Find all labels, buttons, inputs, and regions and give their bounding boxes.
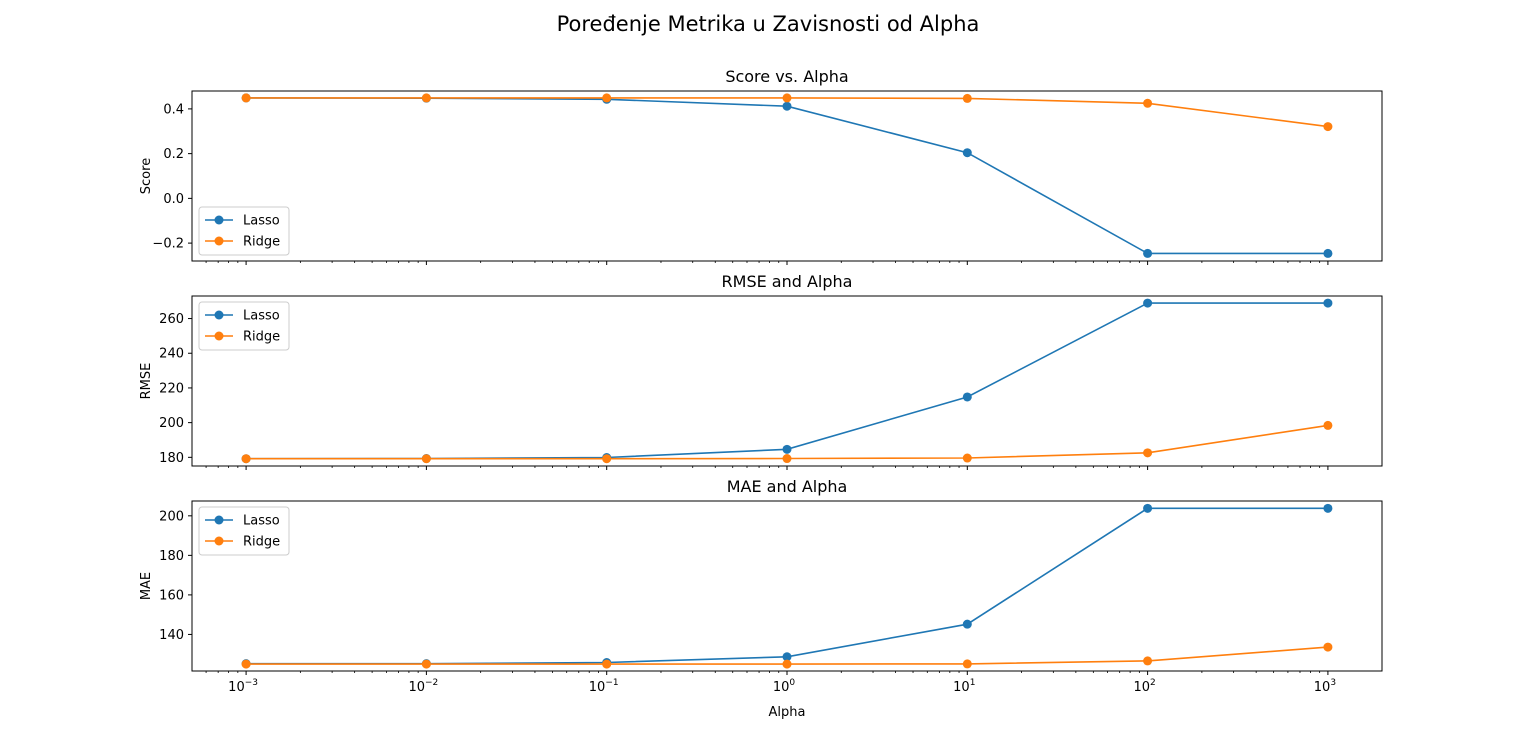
x-tick-label-base: 10 — [408, 680, 425, 695]
legend-marker-ridge — [214, 236, 224, 246]
x-tick-label: 103 — [1314, 678, 1336, 695]
y-tick-label: 0.4 — [163, 102, 184, 117]
x-tick-label-exponent: 0 — [789, 678, 795, 688]
y-tick-label: 180 — [159, 549, 184, 564]
x-tick-label-base: 10 — [228, 680, 245, 695]
data-point-lasso — [1143, 248, 1153, 258]
legend: Lasso Ridge — [198, 301, 290, 351]
data-point-lasso — [782, 652, 792, 662]
data-point-ridge — [1323, 642, 1333, 652]
legend: Lasso Ridge — [198, 506, 290, 556]
data-point-lasso — [962, 619, 972, 629]
x-tick-label: 10−1 — [589, 678, 619, 695]
x-tick-label-base: 10 — [953, 680, 970, 695]
data-point-ridge — [782, 93, 792, 103]
legend: Lasso Ridge — [198, 206, 290, 256]
data-point-ridge — [421, 93, 431, 103]
y-tick-label: 240 — [159, 347, 184, 362]
legend-marker-ridge — [214, 331, 224, 341]
x-tick-label-exponent: 3 — [1330, 678, 1336, 688]
data-point-ridge — [1143, 98, 1153, 108]
y-tick-label: 200 — [159, 509, 184, 524]
data-point-lasso — [1323, 298, 1333, 308]
y-tick-label: 180 — [159, 451, 184, 466]
data-point-ridge — [602, 659, 612, 669]
subplot-title: Score vs. Alpha — [725, 67, 848, 86]
legend-label: Lasso — [243, 514, 280, 529]
x-tick-label-base: 10 — [589, 680, 606, 695]
subplot-1: Score vs. Alpha Score −0.2 0.0 0.2 0.4 Lasso Ri… — [139, 67, 1383, 265]
data-point-ridge — [962, 453, 972, 463]
y-tick-label: 160 — [159, 588, 184, 603]
x-tick-label-base: 10 — [773, 680, 790, 695]
data-point-ridge — [1143, 448, 1153, 458]
legend-label: Ridge — [243, 535, 280, 550]
legend-label: Ridge — [243, 235, 280, 250]
data-point-ridge — [1143, 656, 1153, 666]
x-tick-label: 10−3 — [228, 678, 258, 695]
legend-marker-ridge — [214, 536, 224, 546]
y-tick-label: 260 — [159, 312, 184, 327]
data-point-lasso — [1143, 503, 1153, 513]
subplot-title: MAE and Alpha — [727, 477, 848, 496]
data-point-lasso — [782, 101, 792, 111]
data-point-ridge — [421, 659, 431, 669]
data-point-lasso — [1143, 298, 1153, 308]
legend-label: Lasso — [243, 214, 280, 229]
data-point-ridge — [602, 93, 612, 103]
data-point-lasso — [1323, 503, 1333, 513]
x-tick-label-exponent: −2 — [425, 678, 438, 688]
data-point-ridge — [241, 659, 251, 669]
subplot-title: RMSE and Alpha — [722, 272, 853, 291]
data-point-ridge — [421, 454, 431, 464]
y-axis-label: RMSE — [139, 363, 154, 400]
legend-marker-lasso — [214, 515, 224, 525]
y-axis-label: MAE — [139, 572, 154, 600]
data-point-lasso — [962, 148, 972, 158]
x-tick-label: 10−2 — [408, 678, 438, 695]
x-tick-label-exponent: −1 — [605, 678, 618, 688]
data-point-ridge — [782, 454, 792, 464]
x-tick-label-exponent: 1 — [970, 678, 976, 688]
figure-title: Poređenje Metrika u Zavisnosti od Alpha — [557, 12, 980, 36]
y-tick-label: −0.2 — [152, 237, 184, 252]
panels: Score vs. Alpha Score −0.2 0.0 0.2 0.4 Lasso Ri… — [139, 67, 1383, 695]
series-ridge — [241, 93, 1333, 132]
y-tick-label: 0.0 — [163, 192, 184, 207]
x-tick-label-base: 10 — [1133, 680, 1150, 695]
x-tick-label-base: 10 — [1314, 680, 1331, 695]
y-tick-label: 0.2 — [163, 147, 184, 162]
legend-label: Ridge — [243, 330, 280, 345]
subplot-2: RMSE and Alpha RMSE 180 200 220 240 260 Lasso Ri… — [139, 272, 1383, 470]
x-tick-label-exponent: 2 — [1150, 678, 1156, 688]
x-tick-label: 100 — [773, 678, 796, 695]
data-point-lasso — [782, 444, 792, 454]
x-tick-label: 101 — [953, 678, 975, 695]
legend-marker-lasso — [214, 215, 224, 225]
data-point-ridge — [962, 93, 972, 103]
data-point-lasso — [962, 392, 972, 402]
x-axis-label: Alpha — [769, 705, 806, 720]
data-point-ridge — [602, 454, 612, 464]
series-ridge — [241, 642, 1333, 669]
data-point-ridge — [241, 93, 251, 103]
y-tick-label: 140 — [159, 628, 184, 643]
legend-label: Lasso — [243, 309, 280, 324]
y-axis-label: Score — [139, 158, 154, 194]
x-tick-label-exponent: −3 — [245, 678, 258, 688]
legend-marker-lasso — [214, 310, 224, 320]
data-point-ridge — [782, 659, 792, 669]
data-point-ridge — [241, 454, 251, 464]
data-point-ridge — [1323, 122, 1333, 132]
y-tick-label: 200 — [159, 416, 184, 431]
x-tick-label: 102 — [1133, 678, 1155, 695]
series-ridge — [241, 420, 1333, 464]
y-tick-label: 220 — [159, 381, 184, 396]
data-point-ridge — [962, 659, 972, 669]
data-point-ridge — [1323, 420, 1333, 430]
data-point-lasso — [1323, 248, 1333, 258]
